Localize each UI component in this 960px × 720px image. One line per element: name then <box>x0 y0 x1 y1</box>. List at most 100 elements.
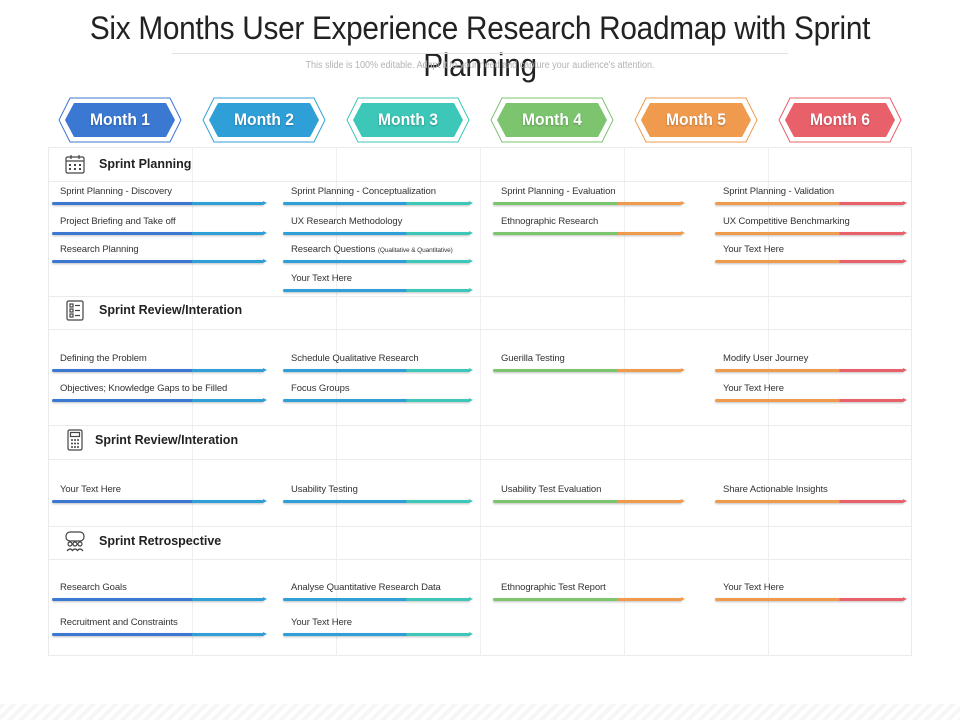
task-progress-bar <box>283 259 473 263</box>
title-divider <box>172 53 788 54</box>
task-label: Your Text Here <box>723 383 784 394</box>
task-progress-bar <box>715 201 907 205</box>
task-item: Your Text Here <box>715 582 907 602</box>
row-divider <box>48 459 912 460</box>
task-label-text: Objectives; Knowledge Gaps to be Filled <box>60 383 228 394</box>
month-label: Month 5 <box>666 110 726 129</box>
task-item: Project Briefing and Take off <box>52 216 267 236</box>
task-progress-bar <box>715 398 907 402</box>
task-progress-bar <box>283 368 473 372</box>
task-item: Sprint Planning - Discovery <box>52 186 267 206</box>
page-title: Six Months User Experience Research Road… <box>89 10 871 83</box>
task-label: Modify User Journey <box>723 353 808 364</box>
task-item: Sprint Planning - Evaluation <box>493 186 685 206</box>
task-label: Guerilla Testing <box>501 353 565 364</box>
section-title: Sprint Planning <box>99 157 192 171</box>
task-label: Your Text Here <box>723 582 784 593</box>
month-1-header: Month 1 <box>58 97 182 143</box>
row-divider <box>48 425 912 426</box>
task-progress-bar <box>52 398 267 402</box>
month-5-header: Month 5 <box>634 97 758 143</box>
task-label-note: (Qualitative & Quantitative) <box>377 247 453 254</box>
section-title: Sprint Retrospective <box>99 534 222 548</box>
task-label: Research Planning <box>60 244 139 255</box>
task-label: Defining the Problem <box>60 353 147 364</box>
task-item: Usability Testing <box>283 484 473 504</box>
month-label: Month 2 <box>234 110 294 129</box>
task-label-text: Analyse Quantitative Research Data <box>291 582 441 593</box>
task-label-text: UX Research Methodology <box>291 216 403 227</box>
task-item: Ethnographic Test Report <box>493 582 685 602</box>
task-item: Research Planning <box>52 244 267 264</box>
task-progress-bar <box>52 499 267 503</box>
task-label-text: Ethnographic Test Report <box>501 582 606 593</box>
task-progress-bar <box>52 201 267 205</box>
section-title: Sprint Review/Interation <box>99 303 243 317</box>
calendar-icon <box>64 153 86 175</box>
month-hexagon-shape <box>634 97 758 143</box>
task-progress-bar <box>715 597 907 601</box>
row-divider <box>48 526 912 527</box>
task-label-text: UX Competitive Benchmarking <box>723 216 850 227</box>
task-label-text: Sprint Planning - Discovery <box>60 186 172 197</box>
task-item: Ethnographic Research <box>493 216 685 236</box>
task-item: Modify User Journey <box>715 353 907 373</box>
task-progress-bar <box>283 231 473 235</box>
task-label-text: Focus Groups <box>291 383 350 394</box>
task-label: Sprint Planning - Validation <box>723 186 834 197</box>
task-label-text: Project Briefing and Take off <box>60 216 176 227</box>
task-progress-bar <box>715 259 907 263</box>
task-item: Guerilla Testing <box>493 353 685 373</box>
task-label-text: Research Goals <box>60 582 127 593</box>
month-3-header: Month 3 <box>346 97 470 143</box>
task-label: UX Research Methodology <box>291 216 402 227</box>
task-label: Research Questions (Qualitative & Quanti… <box>291 244 453 255</box>
task-label: Your Text Here <box>60 484 121 495</box>
checklist-icon <box>64 299 86 321</box>
task-label: Your Text Here <box>291 273 352 284</box>
task-item: Your Text Here <box>715 383 907 403</box>
task-item: Defining the Problem <box>52 353 267 373</box>
task-progress-bar <box>283 499 473 503</box>
task-label-text: Recruitment and Constraints <box>60 617 178 628</box>
task-label-text: Share Actionable Insights <box>723 484 828 495</box>
task-label: Schedule Qualitative Research <box>291 353 419 364</box>
task-progress-bar <box>493 597 685 601</box>
row-divider <box>48 181 912 182</box>
task-label: Objectives; Knowledge Gaps to be Filled <box>60 383 227 394</box>
month-hexagon-shape <box>202 97 326 143</box>
task-label: Your Text Here <box>723 244 784 255</box>
task-progress-bar <box>283 398 473 402</box>
task-item: Your Text Here <box>283 273 473 293</box>
month-hexagon-shape <box>58 97 182 143</box>
task-label-text: Research Planning <box>60 244 139 255</box>
task-label: Sprint Planning - Discovery <box>60 186 172 197</box>
footer-stripe <box>0 704 960 720</box>
task-progress-bar <box>283 632 473 636</box>
team-icon <box>64 530 86 552</box>
task-label: Usability Test Evaluation <box>501 484 601 495</box>
task-item: Usability Test Evaluation <box>493 484 685 504</box>
task-progress-bar <box>493 368 685 372</box>
month-2-header: Month 2 <box>202 97 326 143</box>
column-divider <box>624 147 625 656</box>
task-label-text: Usability Test Evaluation <box>501 484 602 495</box>
task-label-text: Sprint Planning - Conceptualization <box>291 186 436 197</box>
task-label: Project Briefing and Take off <box>60 216 176 227</box>
task-label-text: Sprint Planning - Validation <box>723 186 835 197</box>
month-4-header: Month 4 <box>490 97 614 143</box>
task-item: Focus Groups <box>283 383 473 403</box>
task-progress-bar <box>52 231 267 235</box>
month-6-header: Month 6 <box>778 97 902 143</box>
task-label: Analyse Quantitative Research Data <box>291 582 441 593</box>
month-label: Month 3 <box>378 110 438 129</box>
month-hexagon-shape <box>346 97 470 143</box>
task-label-text: Modify User Journey <box>723 353 809 364</box>
task-label-text: Guerilla Testing <box>501 353 565 364</box>
task-label-text: Ethnographic Research <box>501 216 599 227</box>
task-progress-bar <box>52 597 267 601</box>
task-progress-bar <box>52 632 267 636</box>
task-progress-bar <box>715 368 907 372</box>
task-item: Recruitment and Constraints <box>52 617 267 637</box>
task-label-text: Schedule Qualitative Research <box>291 353 419 364</box>
